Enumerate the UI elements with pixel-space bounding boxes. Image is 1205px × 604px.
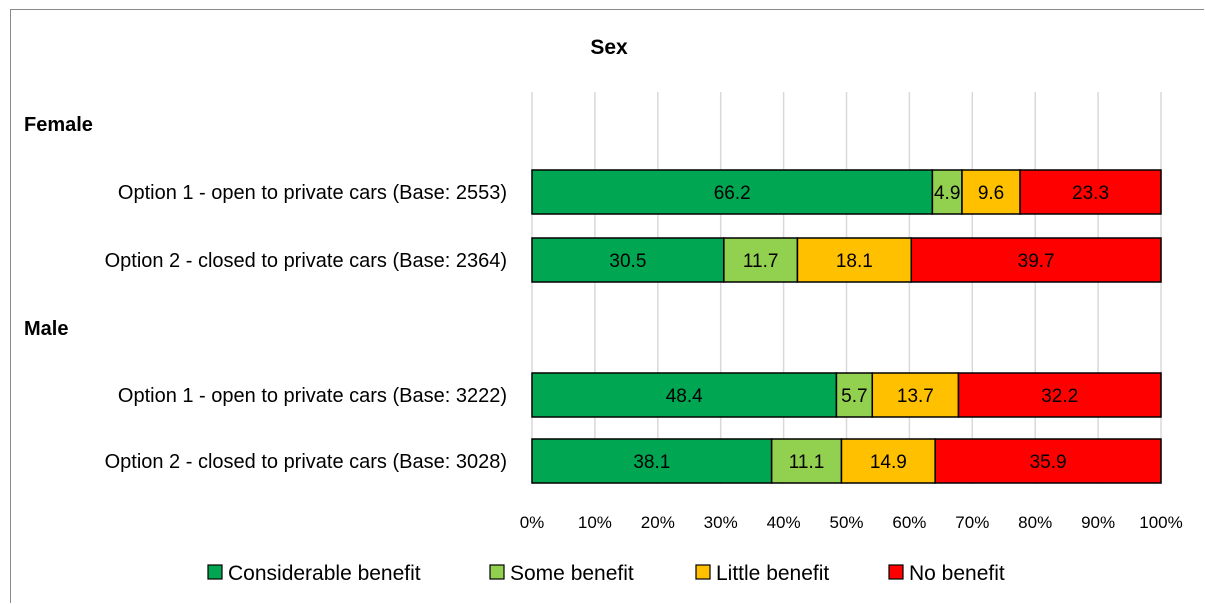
x-tick-label: 30% bbox=[704, 513, 738, 532]
data-label: 4.9 bbox=[934, 183, 960, 204]
legend-label: No benefit bbox=[909, 562, 1005, 585]
data-label: 66.2 bbox=[714, 183, 751, 204]
data-label: 11.1 bbox=[789, 452, 825, 473]
legend-label: Some benefit bbox=[510, 562, 634, 585]
bar-segment bbox=[723, 237, 799, 283]
bar-segment bbox=[931, 169, 963, 215]
bar-segment bbox=[957, 372, 1162, 418]
data-label: 30.5 bbox=[609, 251, 646, 272]
bar-segment bbox=[871, 372, 960, 418]
category-label: Option 2 - closed to private cars (Base:… bbox=[105, 250, 507, 272]
chart-title: Sex bbox=[590, 36, 628, 59]
bar-segment bbox=[961, 169, 1021, 215]
chart-frame bbox=[10, 9, 1204, 603]
gridlines bbox=[531, 92, 1162, 484]
legend-swatch bbox=[888, 564, 904, 580]
legend-swatch bbox=[489, 564, 505, 580]
bar-segment bbox=[770, 438, 843, 484]
group-label: Male bbox=[24, 318, 68, 340]
x-tick-label: 60% bbox=[892, 513, 926, 532]
legend-label: Considerable benefit bbox=[228, 562, 421, 585]
bar-segment bbox=[531, 438, 773, 484]
legend-swatch bbox=[207, 564, 223, 580]
bars: 66.2 4.9 9.6 23.3 30.5 11.7 18.1 39.7 48.4 5.7 13.… bbox=[531, 169, 1162, 484]
bar-segment bbox=[934, 438, 1162, 484]
data-label: 18.1 bbox=[836, 251, 873, 272]
data-label: 48.4 bbox=[666, 386, 703, 407]
legend: Considerable benefit Some benefit Little b… bbox=[207, 562, 1005, 585]
x-tick-label: 0% bbox=[520, 513, 545, 532]
group-label: Female bbox=[24, 114, 93, 136]
category-label: Option 2 - closed to private cars (Base:… bbox=[105, 451, 507, 473]
x-tick-label: 70% bbox=[955, 513, 989, 532]
data-label: 14.9 bbox=[870, 452, 907, 473]
x-tick-label: 50% bbox=[829, 513, 863, 532]
data-label: 35.9 bbox=[1030, 452, 1067, 473]
bar-segment bbox=[910, 237, 1162, 283]
data-label: 38.1 bbox=[633, 452, 670, 473]
data-label: 39.7 bbox=[1018, 251, 1055, 272]
bar-segment bbox=[1019, 169, 1162, 215]
x-axis-ticks: 0% 10% 20% 30% 40% 50% 60% 70% 80% 90% 100% bbox=[520, 513, 1183, 532]
bar-segment bbox=[531, 169, 934, 215]
x-tick-label: 80% bbox=[1018, 513, 1052, 532]
data-label: 5.7 bbox=[841, 386, 867, 407]
bar-segment bbox=[531, 372, 838, 418]
x-tick-label: 90% bbox=[1081, 513, 1115, 532]
x-tick-label: 10% bbox=[578, 513, 612, 532]
legend-label: Little benefit bbox=[716, 562, 829, 585]
category-label: Option 1 - open to private cars (Base: 3… bbox=[118, 385, 507, 407]
x-tick-label: 40% bbox=[767, 513, 801, 532]
category-label: Option 1 - open to private cars (Base: 2… bbox=[118, 182, 507, 204]
x-tick-label: 20% bbox=[641, 513, 675, 532]
category-labels: Female Option 1 - open to private cars (B… bbox=[24, 114, 507, 473]
data-label: 13.7 bbox=[897, 386, 934, 407]
data-label: 11.7 bbox=[743, 251, 779, 272]
data-label: 9.6 bbox=[978, 183, 1004, 204]
x-tick-label: 100% bbox=[1139, 513, 1182, 532]
bar-segment bbox=[796, 237, 913, 283]
bar-segment bbox=[531, 237, 725, 283]
bar-segment bbox=[835, 372, 874, 418]
data-label: 32.2 bbox=[1041, 386, 1078, 407]
legend-swatch bbox=[695, 564, 711, 580]
bar-segment bbox=[840, 438, 936, 484]
data-label: 23.3 bbox=[1072, 183, 1109, 204]
